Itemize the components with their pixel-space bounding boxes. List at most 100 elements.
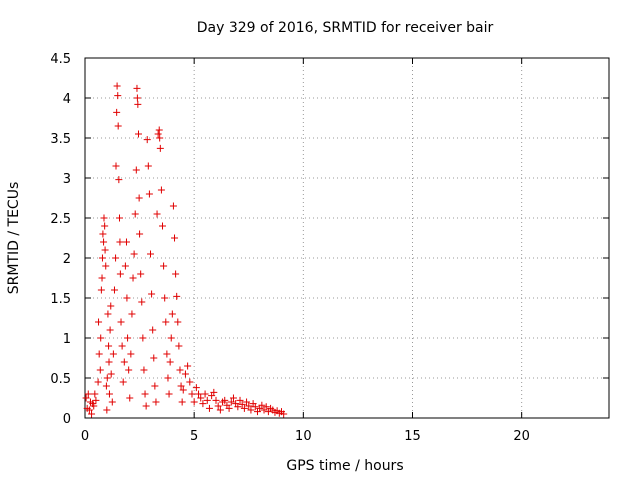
data-point	[90, 402, 98, 410]
data-point	[150, 354, 158, 362]
data-point	[234, 403, 242, 411]
data-point	[96, 366, 104, 374]
data-point	[102, 382, 110, 390]
data-point	[128, 310, 136, 318]
x-axis-label: GPS time / hours	[286, 458, 403, 474]
data-point	[176, 366, 184, 374]
data-point	[142, 402, 150, 410]
data-point	[99, 230, 107, 238]
grid	[85, 58, 609, 418]
data-point	[161, 294, 169, 302]
data-point	[114, 92, 122, 100]
data-point	[245, 402, 253, 410]
y-axis-label: SRMTID / TECUs	[6, 182, 22, 295]
data-point	[115, 214, 123, 222]
data-point	[129, 274, 137, 282]
data-point	[91, 390, 99, 398]
data-point	[105, 358, 113, 366]
data-point	[102, 262, 110, 270]
data-point	[240, 404, 248, 412]
data-point	[132, 166, 140, 174]
data-point	[123, 294, 131, 302]
data-point	[156, 134, 164, 142]
data-point	[157, 186, 165, 194]
data-point	[172, 270, 180, 278]
data-point	[133, 94, 141, 102]
data-point	[165, 390, 173, 398]
data-point	[159, 222, 167, 230]
data-point	[115, 176, 123, 184]
data-point	[131, 210, 139, 218]
data-point	[166, 358, 174, 366]
data-point	[85, 406, 93, 414]
data-point	[225, 404, 233, 412]
data-point	[104, 310, 112, 318]
data-point	[149, 326, 157, 334]
data-point	[192, 384, 200, 392]
data-point	[227, 398, 235, 406]
data-point	[140, 366, 148, 374]
data-point	[114, 122, 122, 130]
y-tick-label: 1	[63, 332, 71, 347]
data-point	[205, 404, 213, 412]
x-tick-label: 5	[190, 429, 198, 444]
data-point	[280, 410, 288, 418]
data-point	[151, 382, 159, 390]
data-point	[174, 318, 182, 326]
x-tick-label: 0	[81, 429, 89, 444]
data-point	[101, 222, 109, 230]
data-point	[141, 390, 149, 398]
x-tick-label: 15	[404, 429, 421, 444]
data-point	[109, 350, 117, 358]
data-point	[84, 390, 92, 398]
data-point	[214, 402, 222, 410]
y-tick-label: 0	[63, 412, 71, 427]
data-point	[136, 230, 144, 238]
data-point	[188, 390, 196, 398]
data-point	[118, 342, 126, 350]
data-point	[110, 286, 118, 294]
chart-title: Day 329 of 2016, SRMTID for receiver bai…	[197, 20, 494, 36]
data-point	[107, 302, 115, 310]
data-point	[221, 396, 229, 404]
data-point	[160, 262, 168, 270]
data-point	[199, 400, 207, 408]
y-axis: 0 0.5 1 1.5 2 2.5 3 3.5 4 4.5	[50, 52, 609, 427]
data-point	[162, 318, 170, 326]
data-point	[197, 394, 205, 402]
data-point	[186, 378, 194, 386]
data-point	[177, 382, 185, 390]
data-point	[106, 326, 114, 334]
data-point	[122, 238, 130, 246]
data-point	[247, 406, 255, 414]
data-point	[107, 370, 115, 378]
data-point	[155, 126, 163, 134]
data-point	[130, 250, 138, 258]
data-point	[184, 362, 192, 370]
data-point	[195, 390, 203, 398]
y-tick-label: 2	[63, 252, 71, 267]
data-point	[169, 202, 177, 210]
data-point	[137, 270, 145, 278]
plot-frame	[84, 57, 610, 419]
data-point	[154, 130, 162, 138]
data-point	[164, 374, 172, 382]
data-point	[105, 390, 113, 398]
data-point	[112, 254, 120, 262]
data-point	[100, 238, 108, 246]
data-point	[201, 390, 209, 398]
data-point	[167, 334, 175, 342]
data-point	[120, 358, 128, 366]
data-point	[238, 400, 246, 408]
data-point	[145, 190, 153, 198]
data-point	[103, 374, 111, 382]
data-point	[117, 318, 125, 326]
y-tick-label: 3	[63, 172, 71, 187]
data-point	[112, 162, 120, 170]
data-point	[163, 350, 171, 358]
data-point	[98, 254, 106, 262]
x-tick-label: 20	[513, 429, 530, 444]
data-point	[139, 334, 147, 342]
data-point	[95, 350, 103, 358]
